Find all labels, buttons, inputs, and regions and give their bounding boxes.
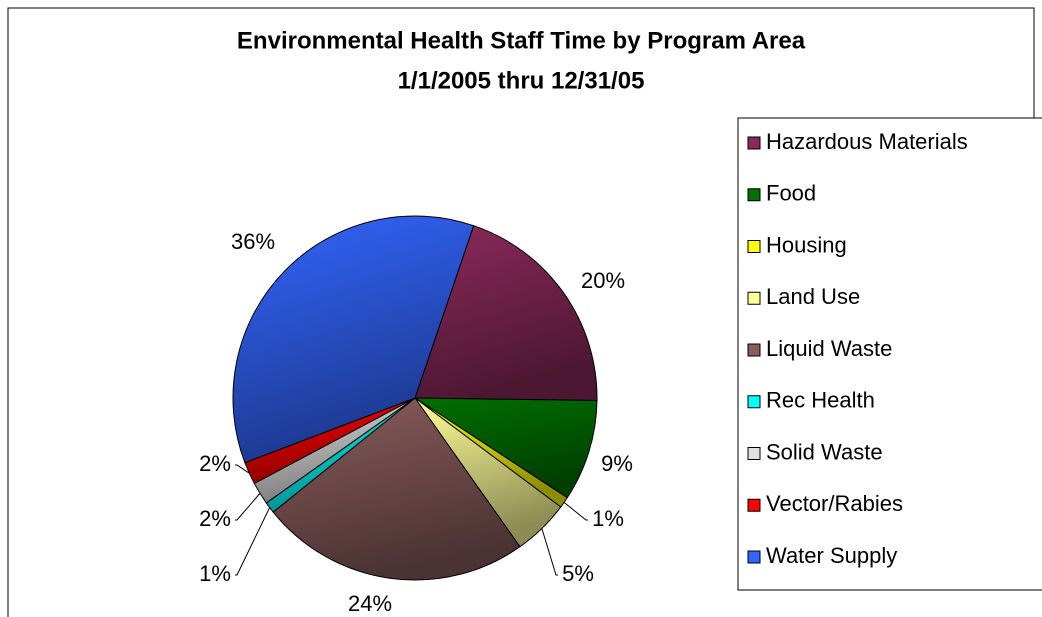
pie-slice [232,215,475,464]
leader-line [235,507,271,576]
legend-swatch [747,343,761,357]
leader-line [235,493,261,521]
legend-label: Vector/Rabies [766,491,903,516]
data-label: 20% [581,268,625,293]
leader-line [235,464,250,474]
leader-line [563,502,588,521]
legend-swatch [747,188,761,202]
data-label: 9% [601,451,633,476]
data-label: 1% [199,561,231,586]
pie-slice [414,225,598,402]
legend-swatch [747,291,761,305]
chart-title: Environmental Health Staff Time by Progr… [237,27,806,54]
pie-slice [272,397,521,581]
legend-label: Rec Health [766,388,875,413]
data-label: 2% [199,506,231,531]
legend-swatch [747,498,761,512]
legend-label: Water Supply [766,543,897,568]
legend-swatch [747,395,761,409]
legend-box [737,117,1042,591]
legend-label: Land Use [766,284,860,309]
legend-swatch [747,550,761,564]
legend-label: Food [766,181,816,206]
legend-swatch [747,240,761,253]
chart-subtitle: 1/1/2005 thru 12/31/05 [398,67,645,94]
legend-swatch [747,136,761,150]
data-label: 5% [562,561,594,586]
data-label: 24% [348,591,392,616]
legend-label: Solid Waste [766,439,883,464]
legend-label: Housing [766,232,847,257]
legend-label: Liquid Waste [766,336,892,361]
data-label: 1% [592,506,624,531]
legend-label: Hazardous Materials [766,129,968,154]
pie-slice [413,397,598,499]
leader-line [541,528,558,576]
data-label: 2% [199,451,231,476]
data-label: 36% [231,229,275,254]
chart-frame [7,7,1035,617]
legend-swatch [747,447,761,460]
